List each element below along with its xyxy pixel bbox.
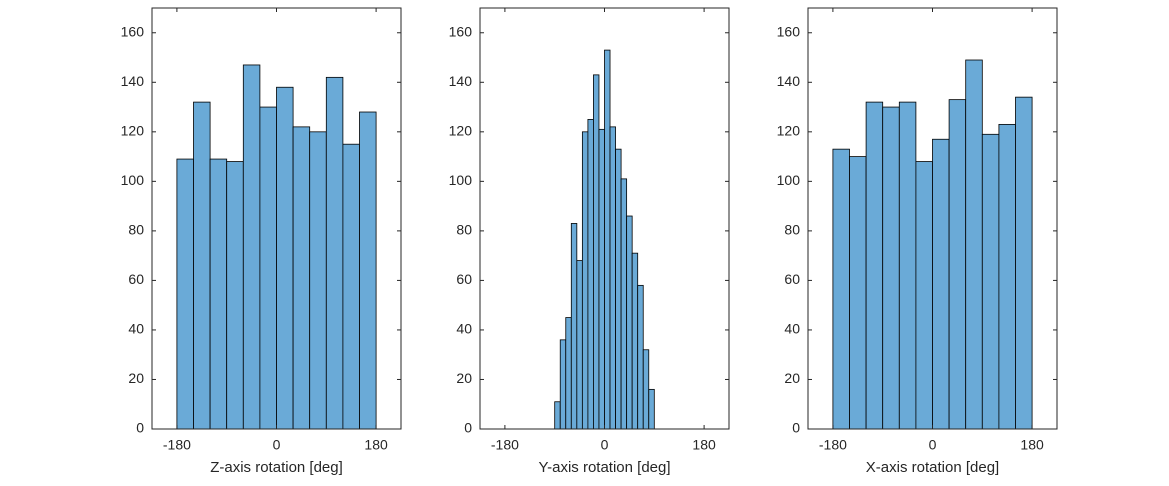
histogram-bar xyxy=(620,178,628,430)
y-tick-label: 140 xyxy=(449,73,473,89)
histogram-bar xyxy=(325,76,344,430)
y-tick-label: 60 xyxy=(128,271,144,287)
y-tick-label: 160 xyxy=(777,23,801,39)
y-tick-label: 80 xyxy=(784,222,800,238)
histogram-bar xyxy=(209,158,228,430)
x-tick-label: 180 xyxy=(364,437,388,453)
axes-box xyxy=(151,7,402,430)
histogram-bar xyxy=(242,64,261,430)
histogram-bar xyxy=(948,99,967,430)
x-tick-label: 0 xyxy=(601,437,609,453)
y-tick-label: 80 xyxy=(456,222,472,238)
x-tick-label: 0 xyxy=(929,437,937,453)
histogram-bar xyxy=(565,317,572,430)
histogram-bar xyxy=(631,252,639,430)
histogram-bar xyxy=(226,161,244,430)
axes-box xyxy=(479,7,730,430)
histogram-bar xyxy=(359,111,377,430)
histogram-bar xyxy=(998,123,1016,430)
histogram-bar xyxy=(637,284,644,430)
y-tick-label: 0 xyxy=(136,420,144,436)
y-tick-label: 160 xyxy=(449,23,473,39)
y-tick-label: 100 xyxy=(777,172,801,188)
y-tick-label: 120 xyxy=(121,123,145,139)
y-tick-label: 0 xyxy=(792,420,800,436)
y-tick-label: 60 xyxy=(456,271,472,287)
y-tick-label: 0 xyxy=(464,420,472,436)
histogram-bar xyxy=(193,101,211,430)
y-tick-label: 120 xyxy=(449,123,473,139)
y-tick-label: 20 xyxy=(784,370,800,386)
y-tick-label: 120 xyxy=(777,123,801,139)
y-tick-label: 60 xyxy=(784,271,800,287)
x-tick-label: -180 xyxy=(491,437,519,453)
y-tick-label: 40 xyxy=(128,321,144,337)
histogram-bar xyxy=(598,128,605,430)
y-tick-label: 100 xyxy=(121,172,145,188)
x-tick-label: -180 xyxy=(163,437,191,453)
histogram-bar xyxy=(576,260,583,430)
y-tick-label: 100 xyxy=(449,172,473,188)
y-tick-label: 160 xyxy=(121,23,145,39)
histogram-bar xyxy=(176,158,194,430)
y-tick-label: 20 xyxy=(128,370,144,386)
histogram-bar xyxy=(570,223,578,430)
histogram-bar xyxy=(587,119,594,430)
y-tick-label: 40 xyxy=(456,321,472,337)
histogram-bar xyxy=(593,74,600,430)
histogram-bar xyxy=(609,126,616,430)
x-tick-label: -180 xyxy=(819,437,847,453)
histogram-bar xyxy=(915,161,933,430)
histogram-bar xyxy=(865,101,884,430)
histogram-bar xyxy=(981,133,1000,430)
histogram-bar xyxy=(554,401,561,430)
x-axis-label: X-axis rotation [deg] xyxy=(866,459,999,476)
histogram-bar xyxy=(604,49,611,430)
histogram-bar xyxy=(648,388,655,430)
histogram-bar xyxy=(292,126,311,430)
histogram-bar xyxy=(581,131,589,430)
histogram-bar xyxy=(259,106,277,430)
y-tick-label: 40 xyxy=(784,321,800,337)
histogram-bar xyxy=(615,148,622,430)
axes-box xyxy=(807,7,1058,430)
histogram-bar xyxy=(882,106,900,430)
histogram-bar xyxy=(342,143,360,430)
histogram-bar xyxy=(1015,96,1033,430)
histogram-bar xyxy=(832,148,850,430)
histogram-bar xyxy=(276,86,294,430)
histogram-bar xyxy=(642,349,650,430)
x-tick-label: 0 xyxy=(273,437,281,453)
y-tick-label: 20 xyxy=(456,370,472,386)
histogram-bar xyxy=(965,59,983,430)
x-tick-label: 180 xyxy=(692,437,716,453)
histogram-bar xyxy=(932,138,950,430)
histogram-bar xyxy=(626,215,633,430)
y-tick-label: 140 xyxy=(777,73,801,89)
histogram-bar xyxy=(559,339,567,430)
x-axis-label: Y-axis rotation [deg] xyxy=(538,459,670,476)
y-tick-label: 140 xyxy=(121,73,145,89)
histogram-bar xyxy=(309,131,327,430)
x-axis-label: Z-axis rotation [deg] xyxy=(210,459,343,476)
histogram-bar xyxy=(849,156,867,430)
histogram-bar xyxy=(898,101,917,430)
x-tick-label: 180 xyxy=(1020,437,1044,453)
y-tick-label: 80 xyxy=(128,222,144,238)
